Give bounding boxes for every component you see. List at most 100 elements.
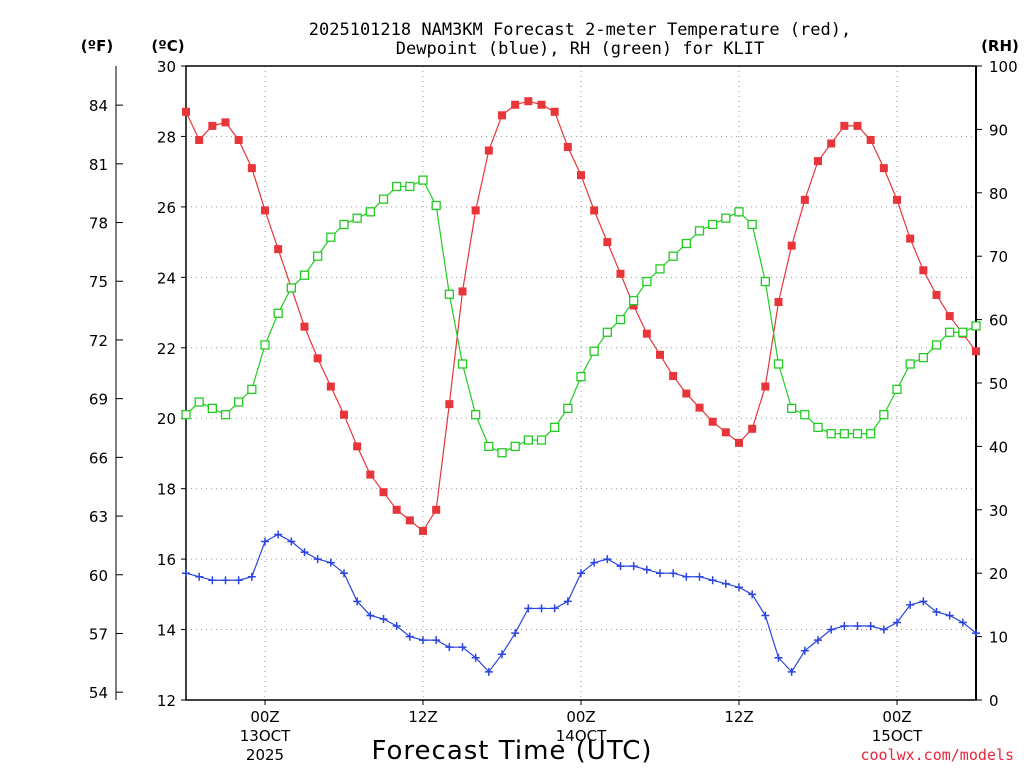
rh-point bbox=[576, 372, 586, 382]
rh-point bbox=[892, 384, 902, 394]
rh-point bbox=[734, 207, 744, 217]
rh-tick-label: 80 bbox=[989, 185, 1008, 203]
fahrenheit-tick-label: 69 bbox=[89, 391, 108, 409]
x-tick-label: 00Z bbox=[566, 708, 595, 726]
dewpoint-point bbox=[313, 555, 322, 564]
celsius-tick-label: 20 bbox=[157, 410, 176, 428]
fahrenheit-tick-label: 57 bbox=[89, 625, 108, 643]
rh-point bbox=[286, 283, 296, 293]
dewpoint-point bbox=[208, 576, 217, 585]
temperature-point bbox=[603, 238, 612, 247]
rh-point bbox=[378, 194, 389, 204]
temperature-point bbox=[590, 206, 599, 215]
rh-point bbox=[708, 219, 718, 230]
temperature-point bbox=[405, 516, 414, 525]
dewpoint-point bbox=[379, 614, 388, 623]
rh-point bbox=[668, 251, 678, 261]
x-tick-date-label: 15OCT bbox=[872, 727, 923, 745]
rh-point bbox=[365, 207, 375, 217]
rh-point bbox=[839, 429, 849, 439]
fahrenheit-tick-label: 81 bbox=[89, 156, 108, 174]
rh-point bbox=[418, 175, 428, 185]
rh-tick-label: 60 bbox=[989, 312, 1008, 330]
temperature-point bbox=[853, 121, 862, 130]
dewpoint-point bbox=[247, 572, 256, 581]
fahrenheit-tick-label: 72 bbox=[89, 332, 108, 350]
celsius-tick-label: 16 bbox=[157, 551, 176, 569]
x-tick-date-label: 14OCT bbox=[556, 727, 607, 745]
temperature-point bbox=[195, 135, 204, 144]
celsius-tick-label: 12 bbox=[157, 692, 176, 710]
x-tick-label: 00Z bbox=[250, 708, 279, 726]
dewpoint-point bbox=[616, 562, 625, 571]
temperature-point bbox=[498, 111, 506, 120]
rh-point bbox=[339, 219, 349, 230]
dewpoint-point bbox=[603, 555, 612, 564]
rh-point bbox=[207, 403, 217, 414]
rh-series bbox=[181, 175, 981, 458]
temperature-point bbox=[379, 488, 388, 497]
rh-point bbox=[497, 448, 507, 458]
dewpoint-point bbox=[445, 643, 454, 652]
rh-point bbox=[457, 359, 468, 369]
dewpoint-point bbox=[932, 607, 941, 616]
temperature-point bbox=[656, 350, 664, 359]
rh-point bbox=[642, 276, 652, 287]
dewpoint-point bbox=[261, 537, 269, 546]
dewpoint-point bbox=[669, 569, 678, 578]
credit-link[interactable]: coolwx.com/models bbox=[860, 746, 1014, 764]
rh-point bbox=[220, 410, 231, 420]
temperature-point bbox=[629, 301, 638, 310]
rh-point bbox=[431, 200, 441, 211]
dewpoint-point bbox=[827, 625, 836, 634]
rh-point bbox=[563, 403, 573, 414]
dewpoint-point bbox=[682, 572, 691, 581]
temperature-point bbox=[234, 135, 243, 144]
grid-lines bbox=[186, 66, 976, 700]
dewpoint-point bbox=[287, 537, 296, 546]
temperature-point bbox=[221, 118, 230, 127]
rh-point bbox=[536, 435, 547, 445]
dewpoint-point bbox=[879, 625, 888, 634]
dewpoint-point bbox=[906, 600, 915, 609]
dewpoint-point bbox=[471, 653, 480, 662]
dewpoint-point bbox=[524, 604, 533, 613]
temperature-point bbox=[340, 410, 348, 419]
dewpoint-point bbox=[866, 622, 875, 631]
temperature-point bbox=[748, 424, 757, 433]
dewpoint-point bbox=[774, 653, 783, 662]
temperature-point bbox=[787, 241, 796, 250]
dewpoint-point bbox=[195, 572, 204, 581]
dewpoint-series bbox=[182, 530, 980, 676]
dewpoint-point bbox=[735, 583, 743, 592]
dewpoint-point bbox=[919, 597, 928, 606]
rh-point bbox=[392, 181, 402, 192]
dewpoint-point bbox=[958, 618, 967, 627]
rh-point bbox=[615, 314, 626, 325]
fahrenheit-tick-label: 63 bbox=[89, 508, 108, 526]
temperature-point bbox=[893, 195, 901, 204]
dewpoint-point bbox=[695, 572, 704, 581]
rh-point bbox=[945, 327, 955, 337]
temperature-point bbox=[708, 417, 717, 426]
rh-point bbox=[629, 295, 639, 306]
dewpoint-point bbox=[419, 636, 427, 645]
dewpoint-point bbox=[814, 636, 822, 645]
temperature-point bbox=[735, 438, 743, 447]
fahrenheit-tick-label: 66 bbox=[89, 449, 108, 467]
temperature-point bbox=[616, 269, 625, 278]
temperature-point bbox=[761, 382, 770, 391]
temperature-point bbox=[511, 100, 520, 109]
temperature-point bbox=[484, 146, 493, 155]
dewpoint-point bbox=[972, 629, 980, 638]
dewpoint-point bbox=[656, 569, 664, 578]
rh-point bbox=[760, 276, 770, 287]
celsius-tick-label: 14 bbox=[157, 622, 176, 640]
dewpoint-point bbox=[761, 611, 770, 620]
rh-point bbox=[444, 289, 454, 299]
dewpoint-point bbox=[893, 618, 901, 627]
rh-point bbox=[405, 181, 415, 192]
dewpoint-point bbox=[392, 622, 401, 631]
rh-point bbox=[826, 429, 836, 439]
rh-point bbox=[958, 327, 968, 337]
